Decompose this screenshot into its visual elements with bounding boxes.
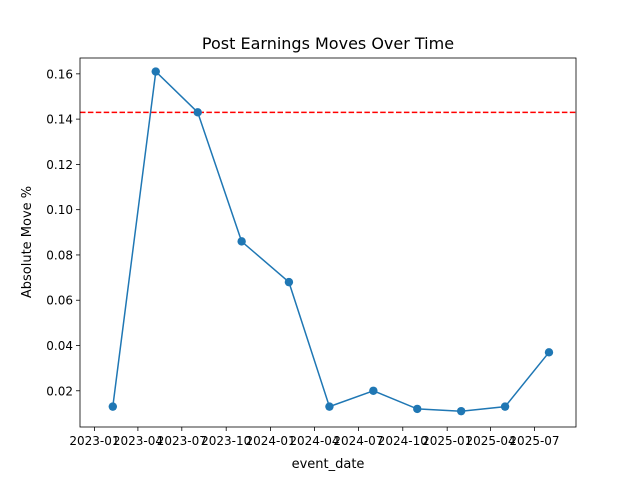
data-point-4 (237, 237, 246, 246)
x-tick-label-6: 2024-04 (289, 434, 339, 448)
y-tick-label-1: 0.02 (46, 384, 73, 398)
chart-title: Post Earnings Moves Over Time (202, 34, 454, 53)
y-tick-label-6: 0.12 (46, 158, 73, 172)
x-tick-label-4: 2023-10 (201, 434, 251, 448)
x-tick-label-8: 2024-10 (378, 434, 428, 448)
data-point-10 (500, 402, 510, 411)
x-tick-label-3: 2023-07 (157, 434, 207, 448)
data-point-7 (369, 386, 378, 395)
axes-frame (79, 57, 577, 428)
y-tick-label-3: 0.06 (46, 294, 73, 308)
data-point-11 (544, 348, 554, 357)
x-axis-label: event_date (292, 457, 365, 472)
data-point-6 (325, 402, 334, 411)
x-tick-label-2: 2023-04 (113, 434, 163, 448)
x-tick-label-10: 2025-04 (466, 434, 516, 448)
data-point-2 (151, 67, 160, 76)
data-point-1 (108, 402, 118, 411)
data-point-5 (284, 277, 294, 287)
y-tick-label-7: 0.14 (46, 113, 73, 127)
x-tick-label-9: 2025-01 (422, 434, 472, 448)
x-tick-label-7: 2024-07 (333, 434, 383, 448)
x-tick-label-11: 2025-07 (509, 434, 559, 448)
y-axis-label: Absolute Move % (20, 186, 35, 298)
data-point-3 (193, 108, 202, 117)
y-tick-label-2: 0.04 (46, 339, 73, 353)
data-point-8 (413, 404, 422, 414)
x-tick-label-1: 2023-01 (69, 434, 119, 448)
y-tick-label-4: 0.08 (46, 248, 73, 262)
data-point-9 (456, 406, 466, 416)
y-tick-label-5: 0.10 (46, 203, 73, 217)
x-tick-label-5: 2024-01 (246, 434, 296, 448)
y-tick-label-8: 0.16 (46, 67, 73, 81)
